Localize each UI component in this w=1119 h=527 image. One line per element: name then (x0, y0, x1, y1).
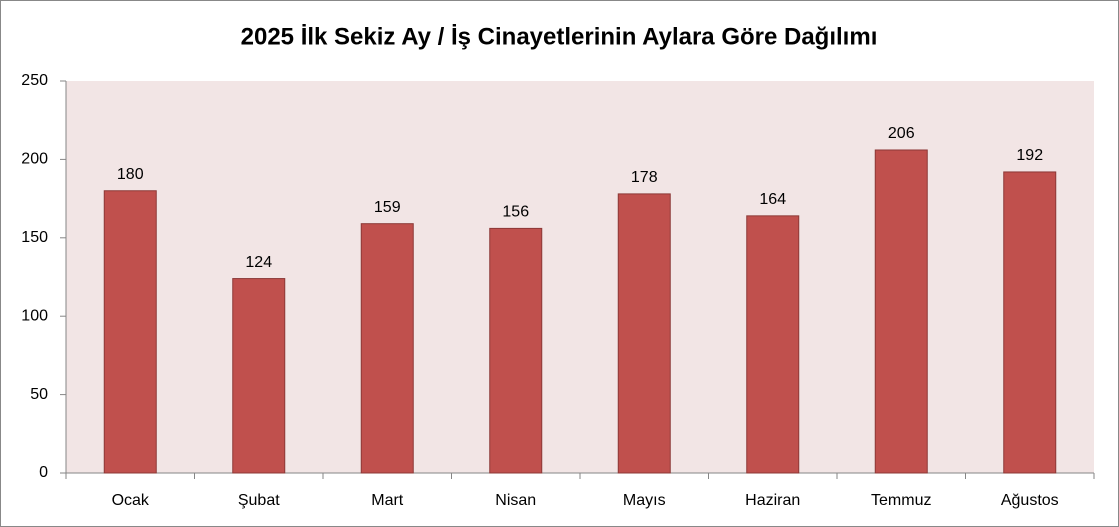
bar (360, 223, 414, 474)
x-tick-label: Nisan (495, 492, 536, 509)
data-label: 124 (245, 254, 272, 271)
bar (232, 278, 286, 474)
data-label: 164 (759, 191, 786, 208)
bar (489, 227, 543, 474)
data-label: 156 (502, 204, 529, 221)
bar (617, 193, 671, 474)
y-tick-label: 200 (21, 151, 48, 168)
y-tick-label: 150 (21, 229, 48, 246)
x-tick-label: Ocak (112, 492, 150, 509)
x-tick-label: Ağustos (1001, 492, 1059, 509)
data-label: 178 (631, 169, 658, 186)
y-tick-label: 50 (30, 386, 48, 403)
y-tick-label: 250 (21, 72, 48, 89)
bar (1003, 171, 1057, 474)
data-label: 206 (888, 125, 915, 142)
bar (746, 215, 800, 474)
y-tick-label: 0 (39, 464, 48, 481)
plot-area (66, 81, 1094, 473)
bar (103, 190, 157, 474)
x-tick-label: Mayıs (623, 492, 666, 509)
bar (874, 149, 928, 474)
data-label: 180 (117, 166, 144, 183)
data-label: 159 (374, 199, 401, 216)
chart-title: 2025 İlk Sekiz Ay / İş Cinayetlerinin Ay… (241, 23, 878, 50)
data-label: 192 (1016, 147, 1043, 164)
y-tick-label: 100 (21, 307, 48, 324)
x-tick-label: Mart (371, 492, 404, 509)
x-tick-label: Haziran (745, 492, 800, 509)
x-tick-label: Şubat (238, 492, 280, 509)
x-tick-label: Temmuz (871, 492, 931, 509)
